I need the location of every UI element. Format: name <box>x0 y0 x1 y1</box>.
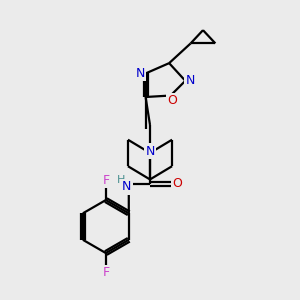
Text: H: H <box>117 175 126 185</box>
Text: N: N <box>136 67 145 80</box>
Text: N: N <box>186 74 195 87</box>
Text: O: O <box>172 177 182 190</box>
Text: O: O <box>167 94 177 107</box>
Text: N: N <box>145 145 155 158</box>
Text: F: F <box>102 174 110 187</box>
Text: F: F <box>102 266 110 279</box>
Text: N: N <box>122 180 131 193</box>
